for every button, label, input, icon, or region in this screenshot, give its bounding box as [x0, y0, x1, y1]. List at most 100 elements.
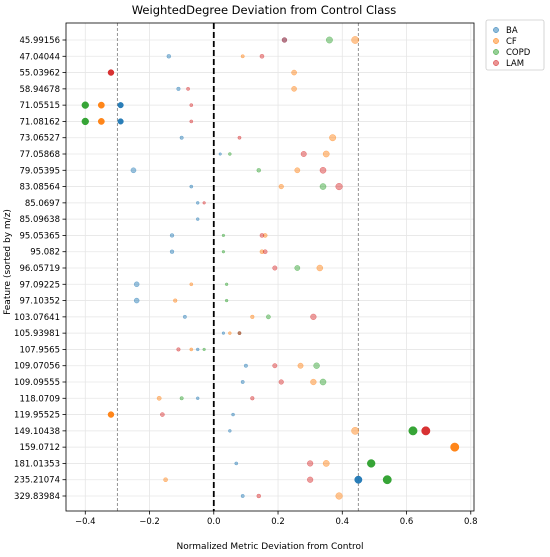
point-ba — [240, 494, 245, 498]
point-lam — [202, 201, 206, 205]
legend-label-copd: COPD — [506, 48, 531, 58]
point-cf — [262, 233, 268, 238]
point-ba — [189, 184, 194, 189]
point-ba — [240, 380, 245, 384]
point-lam — [189, 119, 194, 124]
point-cf — [189, 282, 194, 287]
y-tick-label: 85.0697 — [25, 199, 60, 209]
point-copd — [367, 459, 376, 468]
point-cf — [97, 118, 105, 125]
y-tick-label: 119.95525 — [14, 411, 60, 421]
y-tick-label: 71.05515 — [19, 101, 60, 111]
point-copd — [179, 396, 184, 401]
point-cf — [240, 54, 245, 59]
point-lam — [256, 493, 261, 499]
point-lam — [421, 426, 431, 436]
y-tick-label: 58.94678 — [19, 85, 60, 95]
x-ticks: −0.4 −0.2 0.0 0.2 0.4 0.6 0.8 — [75, 511, 478, 527]
legend-label-cf: CF — [506, 37, 517, 47]
point-ba — [231, 412, 235, 417]
point-cf — [259, 249, 265, 254]
point-cf — [107, 411, 115, 418]
y-ticks: 45.99156 47.04044 55.03962 58.94678 71.05515… — [14, 36, 66, 502]
point-copd — [294, 265, 301, 271]
point-lam — [307, 476, 314, 483]
point-copd — [224, 282, 229, 286]
point-ba — [195, 217, 200, 221]
point-lam — [272, 363, 278, 369]
x-tick-label: 0.0 — [207, 517, 221, 527]
point-ba — [234, 461, 239, 466]
y-tick-label: 85.09638 — [19, 215, 60, 225]
point-lam — [262, 249, 268, 255]
point-ba — [243, 363, 248, 368]
grid-layer — [66, 23, 474, 511]
point-cf — [316, 264, 324, 272]
point-ba — [179, 135, 184, 140]
y-tick-label: 181.01353 — [14, 459, 60, 469]
point-ba — [228, 429, 232, 433]
point-lam — [259, 54, 265, 59]
legend-label-ba: BA — [506, 26, 518, 36]
point-cf — [322, 150, 330, 158]
point-ba — [169, 233, 175, 238]
y-tick-label: 109.09555 — [14, 378, 60, 388]
point-copd — [221, 233, 226, 238]
point-cf — [278, 183, 284, 190]
legend-marker-lam — [493, 60, 499, 66]
legend-marker-copd — [493, 49, 499, 55]
point-lam — [160, 412, 165, 417]
x-tick-label: −0.2 — [139, 517, 160, 527]
point-cf — [335, 492, 343, 500]
point-ba — [130, 167, 137, 174]
point-ba — [133, 281, 140, 288]
point-ba — [169, 249, 175, 254]
reference-lines — [116, 23, 359, 511]
point-lam — [189, 103, 194, 107]
x-tick-label: −0.4 — [75, 517, 96, 527]
y-tick-label: 109.07056 — [14, 362, 60, 372]
point-cf — [173, 298, 178, 303]
point-ba — [182, 314, 187, 319]
x-axis-label: Normalized Metric Deviation from Control — [177, 542, 364, 552]
y-tick-label: 55.03962 — [19, 69, 60, 79]
point-ba — [133, 297, 140, 304]
point-copd — [256, 168, 261, 173]
point-lam — [250, 396, 255, 401]
point-copd — [319, 378, 327, 386]
point-copd — [221, 250, 226, 254]
point-cf — [329, 134, 337, 142]
point-cf — [163, 477, 168, 482]
y-tick-label: 83.08564 — [19, 183, 60, 193]
point-lam — [272, 265, 278, 271]
y-tick-label: 118.0709 — [19, 394, 60, 404]
point-copd — [319, 183, 327, 190]
legend-marker-cf — [493, 38, 499, 44]
x-tick-label: 0.8 — [464, 517, 478, 527]
y-tick-label: 103.07641 — [14, 313, 60, 323]
point-cf — [310, 378, 317, 386]
point-cf — [291, 69, 297, 76]
x-tick-label: 0.4 — [336, 517, 350, 527]
y-tick-label: 79.05395 — [19, 166, 60, 176]
y-tick-label: 47.04044 — [19, 52, 60, 62]
y-tick-label: 107.9565 — [19, 345, 60, 355]
point-ba — [195, 396, 200, 401]
point-lam — [237, 135, 242, 140]
y-tick-label: 329.83984 — [14, 492, 60, 502]
point-cf — [228, 331, 232, 335]
plot-frame — [65, 22, 475, 512]
y-axis-label: Feature (sorted by m/z) — [3, 209, 13, 315]
point-cf — [189, 347, 194, 352]
point-cf — [297, 362, 304, 369]
point-lam — [281, 37, 288, 43]
point-ba — [166, 54, 172, 59]
point-cf — [450, 442, 460, 452]
point-copd — [266, 314, 271, 320]
y-tick-label: 97.09225 — [19, 280, 60, 290]
point-ba — [195, 347, 200, 352]
point-cf — [322, 460, 330, 467]
y-tick-label: 77.05868 — [19, 150, 60, 160]
